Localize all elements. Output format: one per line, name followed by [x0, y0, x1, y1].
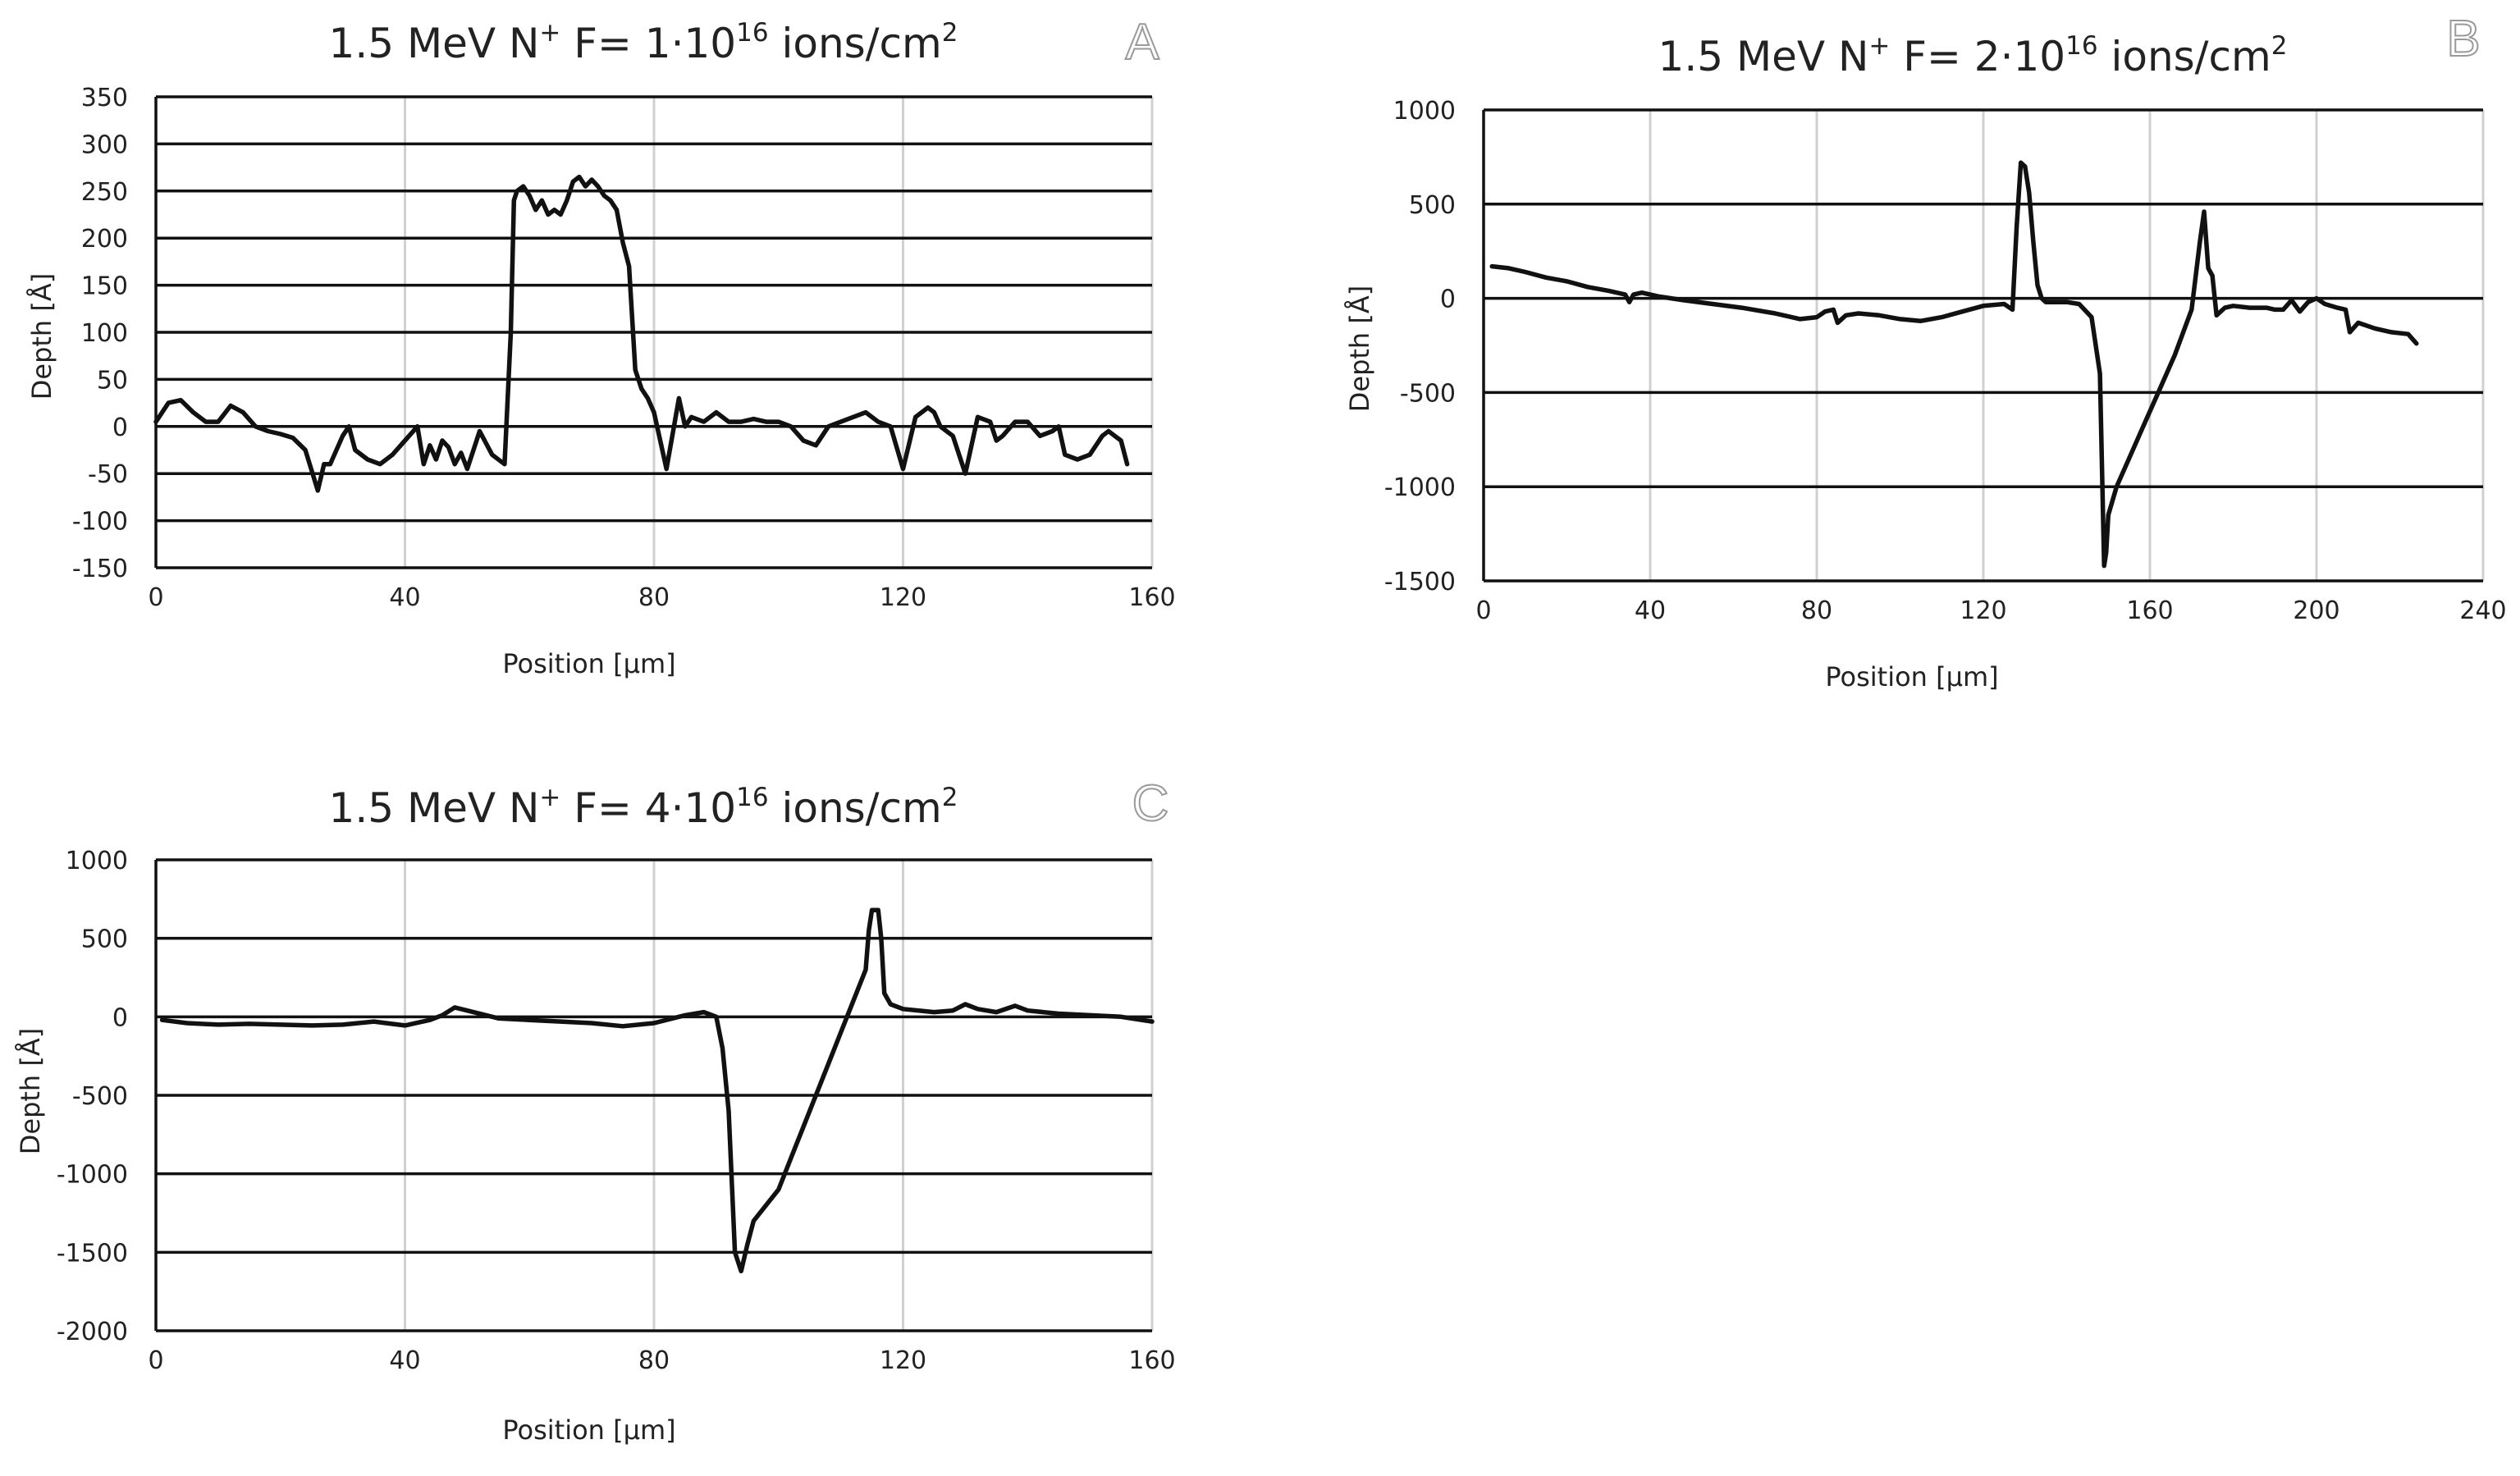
- panel-a-depth-profile-line: [153, 174, 1130, 493]
- panel-c-x-tick-label: 160: [1128, 1346, 1175, 1375]
- panel-b: 1.5 MeV N+ F= 2·1016 ions/cm2 B 0 40 80 120…: [1344, 10, 2507, 692]
- panel-c-x-axis-title: Position [µm]: [502, 1414, 675, 1446]
- panel-b-title: 1.5 MeV N+ F= 2·1016 ions/cm2: [1658, 31, 2288, 80]
- panel-b-y-tick-label: -1000: [1384, 473, 1456, 502]
- panel-b-grid: [1482, 108, 2485, 583]
- panel-c-y-tick-label: -2000: [57, 1318, 128, 1346]
- panel-a-x-tick-label: 160: [1128, 583, 1175, 612]
- panel-c-depth-profile-line: [159, 907, 1155, 1274]
- panel-a-y-tick-label: 300: [81, 130, 128, 159]
- panel-b-x-tick-label: 40: [1635, 596, 1666, 625]
- panel-b-tick-labels: 0 40 80 120 160 200 240 -1500 -1000 -500 0 500 1000: [1384, 97, 2507, 625]
- panel-c-y-tick-label: -1500: [57, 1239, 128, 1268]
- panel-c-y-axis-title: Depth [Å]: [15, 1028, 46, 1155]
- panel-b-y-axis-title: Depth [Å]: [1344, 286, 1375, 413]
- panel-c-y-tick-label: 1000: [66, 847, 128, 875]
- panel-b-y-tick-label: 0: [1440, 286, 1456, 314]
- panel-c-y-tick-label: 0: [112, 1003, 128, 1032]
- panel-b-x-tick-label: 200: [2293, 596, 2339, 625]
- panel-c-letter: C: [1132, 775, 1169, 832]
- panel-a-x-tick-label: 120: [880, 583, 926, 612]
- panel-c-tick-labels: 0 40 80 120 160 -2000 -1500 -1000 -500 0 500 1000: [57, 847, 1176, 1375]
- panel-a-x-tick-label: 80: [638, 583, 670, 612]
- panel-c-x-tick-label: 40: [389, 1346, 420, 1375]
- panel-c-x-tick-label: 120: [880, 1346, 926, 1375]
- panel-a-y-tick-label: -150: [72, 555, 128, 583]
- panel-b-y-tick-label: -1500: [1384, 568, 1456, 596]
- panel-a-tick-labels: 0 40 80 120 160 -150 -100 -50 0 50 100 150 200 250 300…: [72, 84, 1176, 612]
- panel-c-grid: [154, 858, 1154, 1332]
- panel-c: 1.5 MeV N+ F= 4·1016 ions/cm2 C 0 40 80 120…: [15, 775, 1176, 1446]
- panel-c-title: 1.5 MeV N+ F= 4·1016 ions/cm2: [329, 783, 958, 832]
- panel-a-y-tick-label: 150: [81, 272, 128, 301]
- panel-b-depth-profile-line: [1489, 160, 2419, 569]
- panel-a-y-axis-title: Depth [Å]: [26, 273, 57, 400]
- panel-b-letter: B: [2446, 11, 2480, 67]
- panel-a-y-tick-label: 50: [97, 366, 128, 395]
- panel-a-y-tick-label: -100: [72, 508, 128, 537]
- panel-b-x-tick-label: 120: [1960, 596, 2006, 625]
- panel-a-x-axis-title: Position [µm]: [502, 648, 675, 679]
- panel-a-y-tick-label: -50: [88, 460, 128, 489]
- panel-a: 1.5 MeV N+ F= 1·1016 ions/cm2 A 0 40 80 120…: [26, 13, 1176, 679]
- panel-b-y-tick-label: 500: [1409, 191, 1456, 220]
- panel-a-grid: [154, 95, 1154, 569]
- panel-a-letter: A: [1125, 14, 1159, 71]
- panel-b-x-axis-title: Position [µm]: [1825, 661, 1998, 692]
- panel-c-x-tick-label: 0: [148, 1346, 163, 1375]
- panel-c-y-tick-label: 500: [81, 925, 128, 954]
- panel-b-x-tick-label: 80: [1801, 596, 1832, 625]
- panel-a-title: 1.5 MeV N+ F= 1·1016 ions/cm2: [329, 18, 958, 67]
- panel-c-x-tick-label: 80: [638, 1346, 670, 1375]
- panel-a-y-tick-label: 100: [81, 319, 128, 348]
- panel-a-y-tick-label: 200: [81, 225, 128, 254]
- panel-a-x-tick-label: 0: [148, 583, 163, 612]
- panel-b-y-tick-label: 1000: [1393, 97, 1456, 126]
- panel-b-x-tick-label: 0: [1475, 596, 1491, 625]
- panel-a-x-tick-label: 40: [389, 583, 420, 612]
- panel-b-x-tick-label: 240: [2459, 596, 2506, 625]
- panel-a-y-tick-label: 250: [81, 178, 128, 207]
- panel-a-y-tick-label: 350: [81, 84, 128, 112]
- panel-c-y-tick-label: -1000: [57, 1161, 128, 1190]
- panel-b-x-tick-label: 160: [2126, 596, 2173, 625]
- panel-c-y-tick-label: -500: [72, 1082, 128, 1111]
- panel-a-y-tick-label: 0: [112, 414, 128, 442]
- panel-b-y-tick-label: -500: [1400, 379, 1456, 408]
